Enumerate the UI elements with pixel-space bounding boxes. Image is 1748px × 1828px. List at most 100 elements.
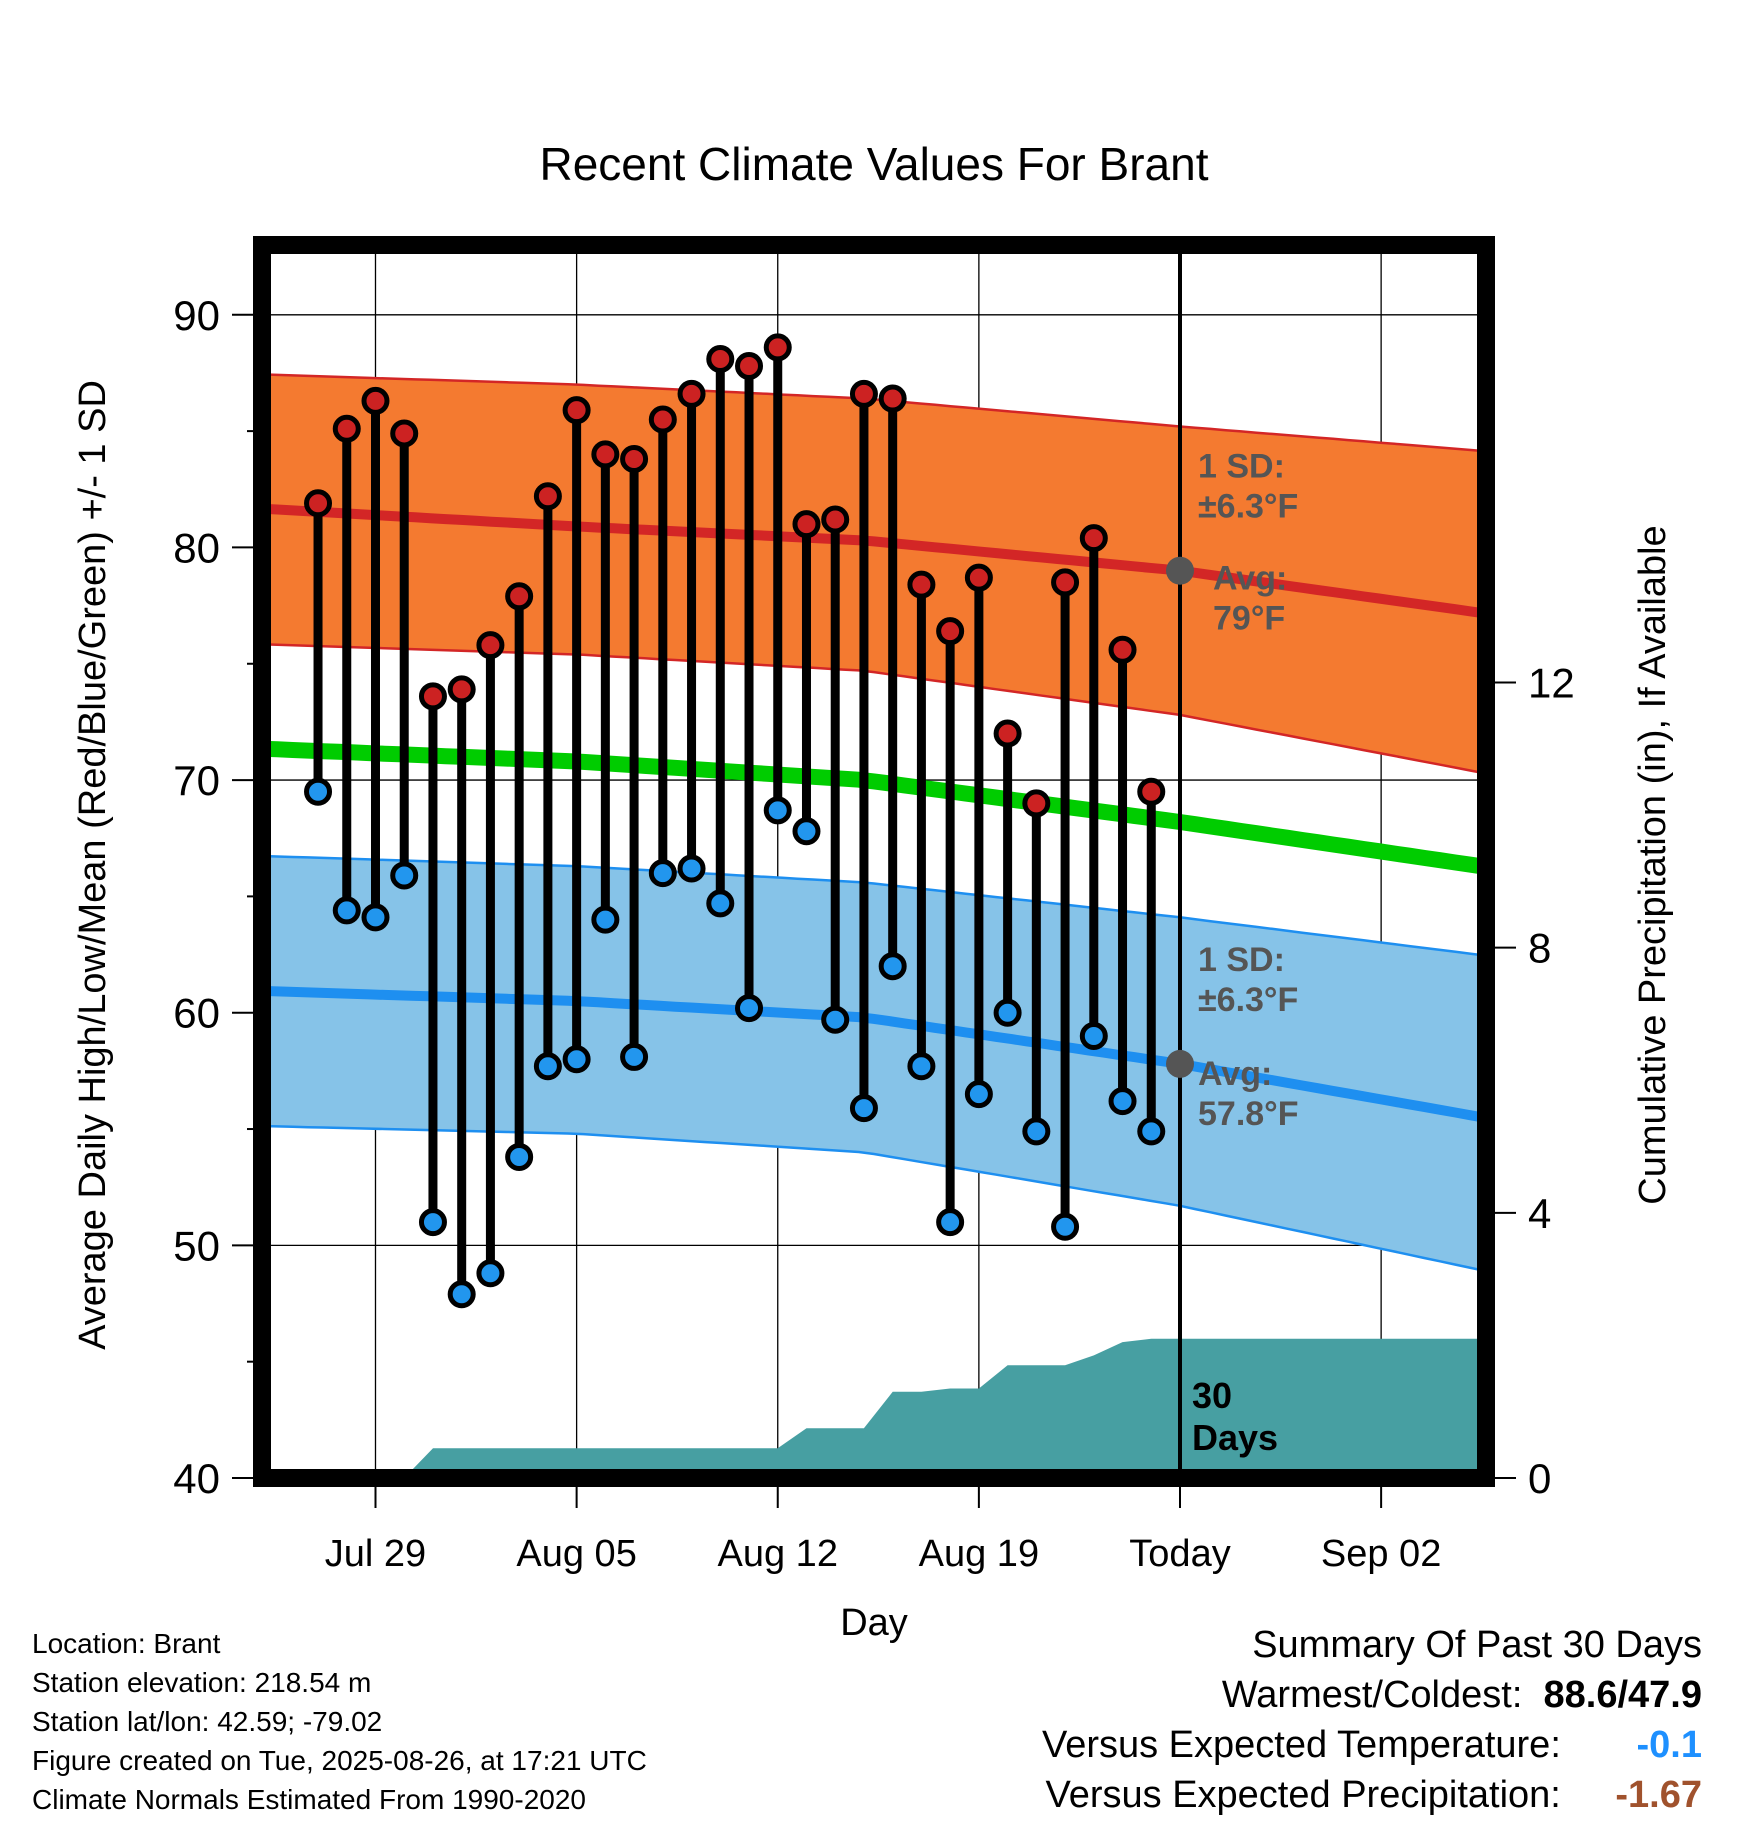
daily-low-point bbox=[735, 994, 764, 1023]
daily-low-point bbox=[447, 1280, 476, 1309]
daily-high-point bbox=[1022, 789, 1051, 818]
daily-high-point bbox=[332, 414, 361, 443]
daily-low-point bbox=[1108, 1087, 1137, 1116]
daily-high-point bbox=[1108, 635, 1137, 664]
daily-high-point bbox=[964, 563, 993, 592]
elevation-text: Station elevation: 218.54 m bbox=[32, 1667, 372, 1698]
daily-high-point bbox=[878, 384, 907, 413]
daily-high-point bbox=[591, 440, 620, 469]
annotation-line2: 79°F bbox=[1213, 599, 1285, 637]
annotation-low_avg: Avg: 57.8°F bbox=[1198, 1055, 1299, 1133]
daily-high-point bbox=[907, 570, 936, 599]
station-info: Location: Brant Station elevation: 218.5… bbox=[32, 1624, 647, 1819]
daily-high-point bbox=[361, 386, 390, 415]
annotation-line1: 1 SD: bbox=[1198, 941, 1285, 979]
warmest-coldest-value: 88.6/47.9 bbox=[1543, 1674, 1702, 1716]
today-days-label: 30 Days bbox=[1192, 1375, 1278, 1458]
daily-high-point bbox=[936, 617, 965, 646]
y-tick-label: 90 bbox=[173, 292, 220, 339]
daily-low-point bbox=[418, 1208, 447, 1237]
daily-low-point bbox=[936, 1208, 965, 1237]
daily-low-point bbox=[763, 796, 792, 825]
daily-high-point bbox=[763, 333, 792, 362]
precip-departure-value: -1.67 bbox=[1615, 1774, 1702, 1816]
daily-high-point bbox=[1079, 524, 1108, 553]
y-tick-label: 50 bbox=[173, 1222, 220, 1269]
annotation-line1: 1 SD: bbox=[1198, 448, 1285, 486]
x-tick-label: Jul 29 bbox=[325, 1533, 426, 1575]
daily-high-point bbox=[476, 631, 505, 660]
annotation-high_avg: Avg: 79°F bbox=[1213, 559, 1287, 637]
daily-high-point bbox=[620, 445, 649, 474]
warmest-coldest-row: Warmest/Coldest: 88.6/47.9 bbox=[1042, 1670, 1702, 1720]
precip-departure-row: Versus Expected Precipitation: -1.67 bbox=[1042, 1770, 1702, 1820]
daily-low-point bbox=[562, 1045, 591, 1074]
daily-low-point bbox=[533, 1052, 562, 1081]
y2-axis-label: Cumulative Precipitation (in), If Availa… bbox=[1632, 525, 1674, 1204]
annotation-line1: Avg: bbox=[1198, 1055, 1272, 1093]
y2-tick-label: 12 bbox=[1528, 660, 1575, 707]
y2-tick-label: 8 bbox=[1528, 925, 1551, 972]
daily-low-point bbox=[1137, 1117, 1166, 1146]
annotation-line2: 57.8°F bbox=[1198, 1095, 1299, 1133]
plot-content: 30 Days bbox=[262, 245, 1486, 1478]
daily-low-point bbox=[620, 1042, 649, 1071]
x-tick-label: Aug 05 bbox=[516, 1533, 636, 1575]
y2-tick-label: 4 bbox=[1528, 1190, 1551, 1237]
daily-high-point bbox=[648, 405, 677, 434]
daily-high-point bbox=[993, 719, 1022, 748]
daily-high-point bbox=[304, 489, 333, 518]
summary-panel: Summary Of Past 30 Days Warmest/Coldest:… bbox=[1042, 1620, 1702, 1820]
y-tick-label: 80 bbox=[173, 524, 220, 571]
daily-high-point bbox=[533, 482, 562, 511]
daily-high-point bbox=[505, 582, 534, 611]
daily-high-point bbox=[849, 379, 878, 408]
y-axis-label: Average Daily High/Low/Mean (Red/Blue/Gr… bbox=[72, 380, 114, 1350]
daily-low-point bbox=[361, 903, 390, 932]
annotation-line2: ±6.3°F bbox=[1198, 981, 1298, 1019]
annotation-line1: Avg: bbox=[1213, 559, 1287, 597]
x-axis-label: Day bbox=[840, 1602, 908, 1644]
plot-frame bbox=[253, 236, 1495, 1487]
created-text: Figure created on Tue, 2025-08-26, at 17… bbox=[32, 1745, 647, 1776]
annotation-low_sd: 1 SD: ±6.3°F bbox=[1198, 941, 1298, 1019]
y2-tick-label: 0 bbox=[1528, 1455, 1551, 1502]
daily-low-point bbox=[993, 998, 1022, 1027]
daily-high-point bbox=[562, 396, 591, 425]
daily-high-point bbox=[821, 505, 850, 534]
daily-low-point bbox=[1079, 1021, 1108, 1050]
x-tick-label: Aug 19 bbox=[919, 1533, 1039, 1575]
latlon-text: Station lat/lon: 42.59; -79.02 bbox=[32, 1706, 383, 1737]
daily-low-point bbox=[591, 905, 620, 934]
warmest-coldest-label: Warmest/Coldest: bbox=[1221, 1674, 1523, 1716]
daily-low-point bbox=[1022, 1117, 1051, 1146]
daily-low-point bbox=[648, 859, 677, 888]
y-tick-label: 60 bbox=[173, 990, 220, 1037]
daily-low-point bbox=[878, 952, 907, 981]
daily-high-point bbox=[677, 379, 706, 408]
daily-low-point bbox=[792, 817, 821, 846]
daily-high-point bbox=[706, 344, 735, 373]
daily-low-point bbox=[390, 861, 419, 890]
daily-low-point bbox=[476, 1259, 505, 1288]
daily-low-point bbox=[907, 1052, 936, 1081]
daily-low-point bbox=[1051, 1212, 1080, 1241]
normals-text: Climate Normals Estimated From 1990-2020 bbox=[32, 1784, 586, 1815]
high-sd-band bbox=[262, 374, 1486, 774]
precip-area bbox=[289, 1338, 1486, 1478]
temp-departure-value: -0.1 bbox=[1636, 1724, 1702, 1766]
temp-departure-label: Versus Expected Temperature: bbox=[1041, 1724, 1561, 1766]
daily-high-point bbox=[1137, 777, 1166, 806]
normal-mean-line bbox=[262, 740, 1486, 875]
daily-low-point bbox=[706, 889, 735, 918]
today-normal-high-dot bbox=[1166, 556, 1194, 585]
annotation-line2: ±6.3°F bbox=[1198, 488, 1298, 526]
precip-departure-label: Versus Expected Precipitation: bbox=[1045, 1774, 1561, 1816]
summary-heading: Summary Of Past 30 Days bbox=[1252, 1624, 1702, 1666]
daily-low-point bbox=[332, 896, 361, 925]
low-sd-band bbox=[262, 856, 1486, 1272]
daily-high-point bbox=[390, 419, 419, 448]
x-tick-label: Today bbox=[1129, 1533, 1230, 1575]
y-tick-label: 70 bbox=[173, 757, 220, 804]
